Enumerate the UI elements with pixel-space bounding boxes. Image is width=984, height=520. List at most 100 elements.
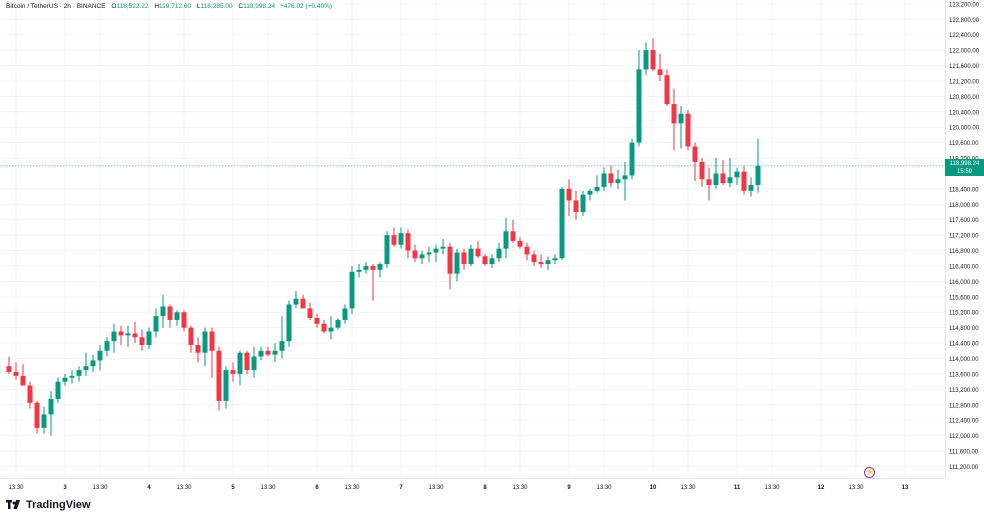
candle[interactable] [209, 327, 215, 378]
candle[interactable] [41, 406, 47, 434]
candle[interactable] [496, 242, 502, 263]
candle[interactable] [426, 246, 432, 263]
candle[interactable] [699, 158, 705, 187]
candle[interactable] [685, 109, 691, 151]
candle[interactable] [622, 161, 628, 201]
candle[interactable] [713, 158, 719, 189]
candle[interactable] [125, 325, 131, 347]
candle[interactable] [741, 165, 747, 195]
candle[interactable] [258, 346, 264, 361]
candle[interactable] [55, 377, 61, 403]
candle[interactable] [13, 362, 19, 380]
candle[interactable] [468, 244, 474, 266]
candle[interactable] [433, 244, 439, 263]
candle[interactable] [27, 381, 33, 409]
candle[interactable] [146, 327, 152, 349]
candle[interactable] [377, 262, 383, 278]
candle[interactable] [398, 227, 404, 249]
candle[interactable] [734, 167, 740, 186]
candle[interactable] [181, 310, 187, 332]
candle[interactable] [139, 329, 145, 351]
candle[interactable] [76, 366, 82, 382]
candle[interactable] [83, 352, 89, 376]
candle[interactable] [265, 346, 271, 357]
candle[interactable] [293, 291, 299, 309]
candle[interactable] [167, 304, 173, 328]
candle[interactable] [447, 242, 453, 290]
candle[interactable] [601, 167, 607, 191]
price-axis[interactable]: 123,200.00 122,800.00 122,400.00 122,000.00… [945, 0, 984, 478]
candle[interactable] [566, 179, 572, 216]
candle[interactable] [461, 248, 467, 270]
candle[interactable] [629, 138, 635, 180]
candle[interactable] [300, 294, 306, 309]
candle[interactable] [118, 325, 124, 346]
candle[interactable] [552, 254, 558, 265]
candle[interactable] [657, 53, 663, 81]
candle[interactable] [580, 190, 586, 216]
candle[interactable] [440, 239, 446, 255]
candle[interactable] [363, 262, 369, 274]
candle[interactable] [356, 264, 362, 278]
candle[interactable] [650, 38, 656, 72]
candle[interactable] [538, 254, 544, 268]
candle[interactable] [482, 254, 488, 266]
candle[interactable] [349, 265, 355, 315]
candle[interactable] [62, 373, 68, 386]
candle[interactable] [286, 300, 292, 347]
footer-brand[interactable]: TradingView [6, 499, 91, 511]
candle[interactable] [587, 188, 593, 201]
candle[interactable] [342, 304, 348, 324]
time-axis[interactable]: 13:30 3 13:30 4 13:30 5 13:30 6 13:30 7 13:30 8 13:3… [0, 478, 945, 495]
candle[interactable] [195, 337, 201, 363]
candle[interactable] [671, 88, 677, 151]
candle[interactable] [237, 350, 243, 386]
candle[interactable] [174, 310, 180, 326]
candle[interactable] [272, 343, 278, 363]
candle[interactable] [608, 165, 614, 187]
candle[interactable] [335, 318, 341, 330]
candle[interactable] [727, 158, 733, 187]
candle[interactable] [216, 346, 222, 411]
candle[interactable] [104, 337, 110, 357]
candle[interactable] [524, 242, 530, 261]
candle[interactable] [412, 244, 418, 263]
candle[interactable] [307, 302, 313, 320]
candle[interactable] [594, 175, 600, 193]
candle[interactable] [160, 294, 166, 328]
candle[interactable] [6, 356, 12, 374]
candle[interactable] [370, 264, 376, 301]
candle[interactable] [531, 250, 537, 266]
candle[interactable] [748, 177, 754, 197]
chart-area[interactable] [0, 0, 945, 478]
candle[interactable] [20, 364, 26, 386]
candle[interactable] [321, 319, 327, 334]
candle[interactable] [503, 217, 509, 259]
candle[interactable] [475, 240, 481, 259]
candle[interactable] [48, 391, 54, 436]
candle[interactable] [132, 321, 138, 344]
candle[interactable] [384, 231, 390, 268]
candle[interactable] [279, 316, 285, 359]
candle[interactable] [251, 346, 257, 378]
candle[interactable] [615, 169, 621, 189]
candle[interactable] [405, 229, 411, 259]
candle[interactable] [97, 345, 103, 371]
candle[interactable] [643, 42, 649, 76]
flash-icon[interactable]: ⚡ [864, 467, 875, 478]
candle[interactable] [636, 50, 642, 147]
candle[interactable] [202, 327, 208, 367]
candle[interactable] [314, 314, 320, 328]
candlestick-plot[interactable] [0, 0, 945, 478]
candle[interactable] [69, 370, 75, 384]
candle[interactable] [34, 400, 40, 434]
candle[interactable] [90, 354, 96, 372]
candle[interactable] [559, 186, 565, 261]
candle[interactable] [692, 142, 698, 182]
candle[interactable] [153, 308, 159, 338]
candle[interactable] [244, 350, 250, 374]
candle[interactable] [706, 167, 712, 201]
candle[interactable] [664, 69, 670, 107]
candle[interactable] [545, 256, 551, 270]
candle[interactable] [678, 106, 684, 149]
